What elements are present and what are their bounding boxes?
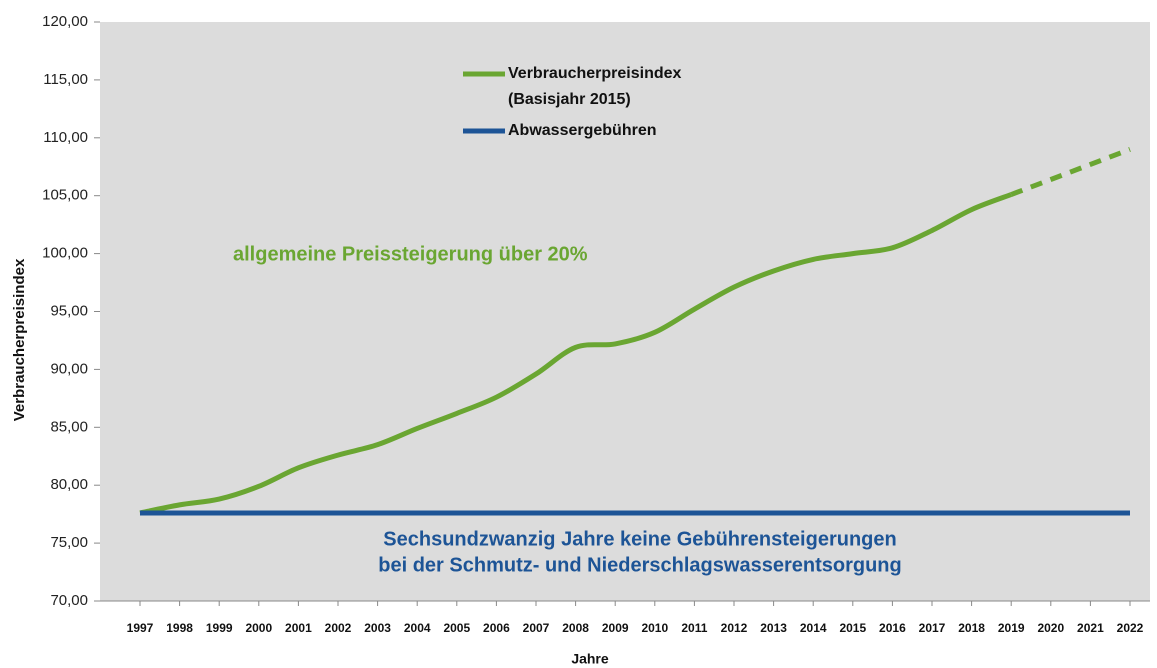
- annotation: allgemeine Preissteigerung über 20%: [233, 243, 588, 265]
- x-tick-label: 2017: [919, 621, 946, 635]
- x-tick-label: 2022: [1117, 621, 1144, 635]
- y-tick-label: 105,00: [42, 187, 88, 204]
- x-tick-label: 1997: [127, 621, 154, 635]
- x-tick-label: 2001: [285, 621, 312, 635]
- series-line: [1010, 147, 1131, 197]
- x-axis-title: Jahre: [571, 651, 609, 667]
- x-tick-label: 2014: [800, 621, 827, 635]
- x-tick-label: 2020: [1037, 621, 1064, 635]
- x-tick-label: 2018: [958, 621, 985, 635]
- x-tick-label: 1999: [206, 621, 233, 635]
- y-tick-label: 75,00: [50, 534, 88, 551]
- x-tick-label: 2019: [998, 621, 1025, 635]
- x-tick-label: 2011: [681, 621, 707, 635]
- y-tick-label: 85,00: [50, 418, 88, 435]
- x-tick-label: 2015: [839, 621, 866, 635]
- legend-label: Verbraucherpreisindex (Basisjahr 2015): [508, 65, 682, 108]
- y-tick-label: 120,00: [42, 13, 88, 30]
- y-axis-title: Verbraucherpreisindex: [11, 258, 28, 421]
- x-tick-label: 2003: [364, 621, 391, 635]
- y-tick-label: 70,00: [50, 592, 88, 609]
- x-tick-label: 2005: [443, 621, 470, 635]
- legend-label: Abwassergebühren: [508, 122, 657, 139]
- x-tick-label: 2021: [1077, 621, 1104, 635]
- plot-area: [100, 22, 1150, 601]
- x-tick-label: 2010: [641, 621, 668, 635]
- x-tick-label: 2008: [562, 621, 589, 635]
- x-tick-label: 2013: [760, 621, 787, 635]
- x-tick-label: 2004: [404, 621, 431, 635]
- x-tick-label: 2012: [721, 621, 748, 635]
- y-tick-label: 80,00: [50, 476, 88, 493]
- y-tick-label: 90,00: [50, 360, 88, 377]
- x-tick-label: 2016: [879, 621, 906, 635]
- y-tick-label: 100,00: [42, 245, 88, 262]
- x-tick-label: 2000: [245, 621, 272, 635]
- series-line: [139, 192, 1013, 516]
- x-tick-label: 2002: [325, 621, 352, 635]
- x-tick-label: 1998: [166, 621, 193, 635]
- x-tick-label: 2007: [523, 621, 550, 635]
- y-tick-label: 95,00: [50, 302, 88, 319]
- y-tick-label: 115,00: [43, 71, 88, 88]
- annotation: Sechsundzwanzig Jahre keine Gebührenstei…: [383, 528, 896, 550]
- y-tick-label: 110,00: [43, 129, 88, 146]
- x-tick-label: 2009: [602, 621, 629, 635]
- annotation: bei der Schmutz- und Niederschlagswasser…: [378, 554, 901, 576]
- x-tick-label: 2006: [483, 621, 510, 635]
